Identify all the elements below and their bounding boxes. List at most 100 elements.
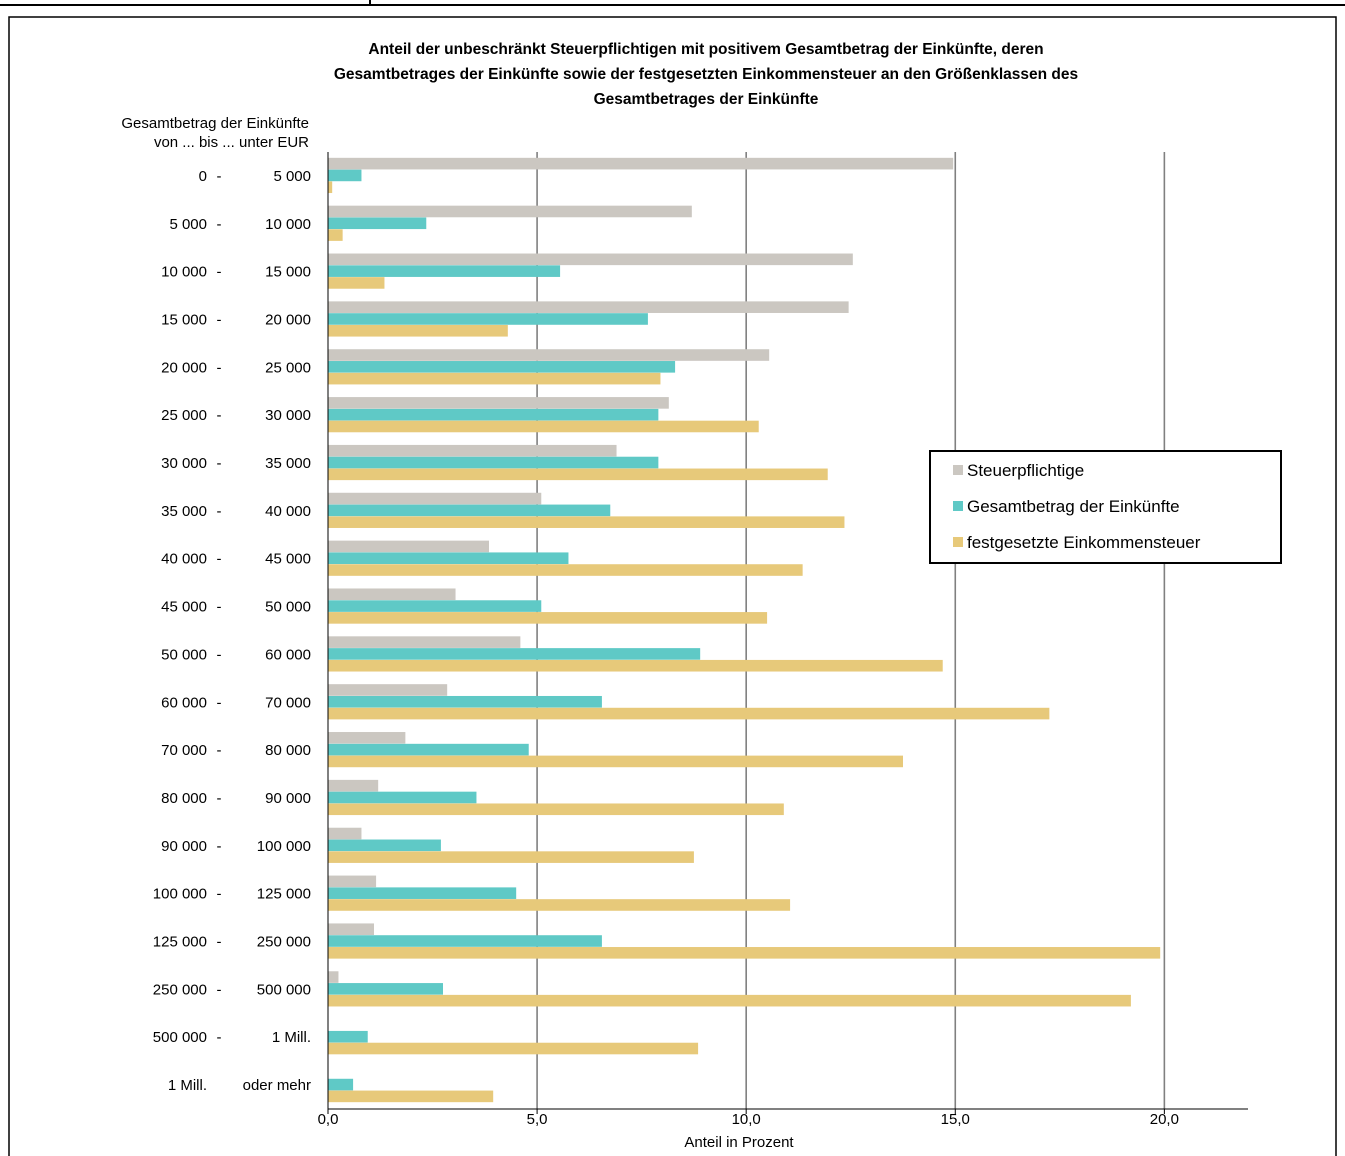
category-to-0: 5 000: [273, 168, 311, 185]
category-sep-13: -: [217, 790, 222, 807]
category-from-15: 100 000: [153, 886, 207, 903]
category-to-2: 15 000: [265, 264, 311, 281]
category-from-16: 125 000: [153, 934, 207, 951]
legend-label-2: festgesetzte Einkommensteuer: [967, 533, 1201, 552]
bar-1-8: [328, 552, 569, 565]
bar-2-1: [328, 229, 343, 241]
category-from-4: 20 000: [161, 359, 207, 376]
category-sep-12: -: [217, 742, 222, 759]
category-sep-5: -: [217, 407, 222, 424]
category-from-0: 0: [199, 168, 207, 185]
category-sep-16: -: [217, 934, 222, 951]
bar-0-4: [328, 349, 770, 361]
bar-1-17: [328, 983, 443, 995]
category-to-6: 35 000: [265, 455, 311, 472]
gridlines: [536, 152, 1166, 1109]
bar-2-6: [328, 468, 828, 481]
bar-2-3: [328, 324, 508, 337]
bar-0-8: [328, 540, 489, 553]
bar-0-17: [328, 971, 339, 983]
category-from-11: 60 000: [161, 694, 207, 711]
legend-box: [929, 450, 1282, 564]
category-from-8: 40 000: [161, 551, 207, 568]
bar-0-0: [328, 157, 954, 170]
bar-0-11: [328, 684, 448, 696]
category-from-12: 70 000: [161, 742, 207, 759]
category-header-line-1: Gesamtbetrag der Einkünfte: [121, 115, 309, 132]
bar-1-16: [328, 935, 602, 947]
bars: [328, 157, 1161, 1103]
bar-1-9: [328, 600, 542, 612]
bar-2-12: [328, 755, 903, 768]
bar-1-19: [328, 1078, 354, 1091]
bar-0-7: [328, 492, 542, 505]
legend-swatch-2: [953, 537, 963, 547]
legend: Steuerpflichtige Gesamtbetrag der Einkünf…: [929, 450, 1282, 564]
bar-1-5: [328, 408, 659, 421]
category-sep-6: -: [217, 455, 222, 472]
bar-2-5: [328, 420, 759, 433]
bar-0-1: [328, 205, 692, 218]
chart-border: [8, 16, 1337, 1156]
bar-2-0: [328, 181, 333, 194]
category-header-line-2: von ... bis ... unter EUR: [154, 134, 309, 151]
x-tick-label-1: 5,0: [527, 1111, 548, 1128]
category-sep-14: -: [217, 838, 222, 855]
category-to-17: 500 000: [257, 981, 311, 998]
category-from-10: 50 000: [161, 646, 207, 663]
category-from-2: 10 000: [161, 264, 207, 281]
bar-0-5: [328, 397, 669, 409]
bar-2-10: [328, 659, 943, 672]
category-sep-11: -: [217, 694, 222, 711]
x-axis-label: Anteil in Prozent: [684, 1134, 794, 1151]
legend-label-1: Gesamtbetrag der Einkünfte: [967, 497, 1180, 516]
bar-2-11: [328, 707, 1050, 720]
bar-2-2: [328, 277, 385, 289]
category-from-9: 45 000: [161, 599, 207, 616]
bar-2-17: [328, 994, 1131, 1007]
bar-0-3: [328, 301, 849, 313]
category-to-1: 10 000: [265, 216, 311, 233]
legend-label-0: Steuerpflichtige: [967, 461, 1084, 480]
category-to-13: 90 000: [265, 790, 311, 807]
bar-1-6: [328, 456, 659, 469]
category-sep-4: -: [217, 359, 222, 376]
x-tick-labels: 0,0 5,0 10,0 15,0 20,0: [318, 1109, 1179, 1128]
bar-0-9: [328, 588, 456, 601]
category-to-18: 1 Mill.: [272, 1029, 311, 1046]
bar-2-16: [328, 947, 1161, 959]
bar-0-12: [328, 732, 406, 744]
category-sep-1: -: [217, 216, 222, 233]
bar-1-0: [328, 169, 362, 182]
category-to-4: 25 000: [265, 359, 311, 376]
bar-2-15: [328, 899, 791, 911]
category-to-10: 60 000: [265, 646, 311, 663]
category-to-9: 50 000: [265, 599, 311, 616]
bar-0-6: [328, 444, 617, 457]
bar-1-11: [328, 695, 602, 708]
category-sep-8: -: [217, 551, 222, 568]
bar-2-13: [328, 803, 784, 816]
category-to-8: 45 000: [265, 551, 311, 568]
bar-1-1: [328, 217, 427, 230]
bar-1-2: [328, 265, 561, 277]
category-from-5: 25 000: [161, 407, 207, 424]
bar-2-8: [328, 564, 803, 576]
category-to-3: 20 000: [265, 311, 311, 328]
bar-1-4: [328, 361, 676, 373]
bar-1-7: [328, 504, 611, 517]
bar-1-15: [328, 887, 517, 899]
bar-2-18: [328, 1042, 699, 1055]
bar-0-16: [328, 923, 374, 936]
bar-0-14: [328, 827, 362, 840]
legend-swatch-1: [953, 501, 963, 511]
x-tick-label-3: 15,0: [941, 1111, 970, 1128]
chart-title-line-1: Anteil der unbeschränkt Steuerpflichtige…: [368, 41, 1043, 58]
bar-0-13: [328, 779, 379, 792]
category-from-14: 90 000: [161, 838, 207, 855]
legend-items: Steuerpflichtige Gesamtbetrag der Einkünf…: [953, 461, 1201, 552]
category-from-18: 500 000: [153, 1029, 207, 1046]
category-sep-18: -: [217, 1029, 222, 1046]
category-to-16: 250 000: [257, 934, 311, 951]
